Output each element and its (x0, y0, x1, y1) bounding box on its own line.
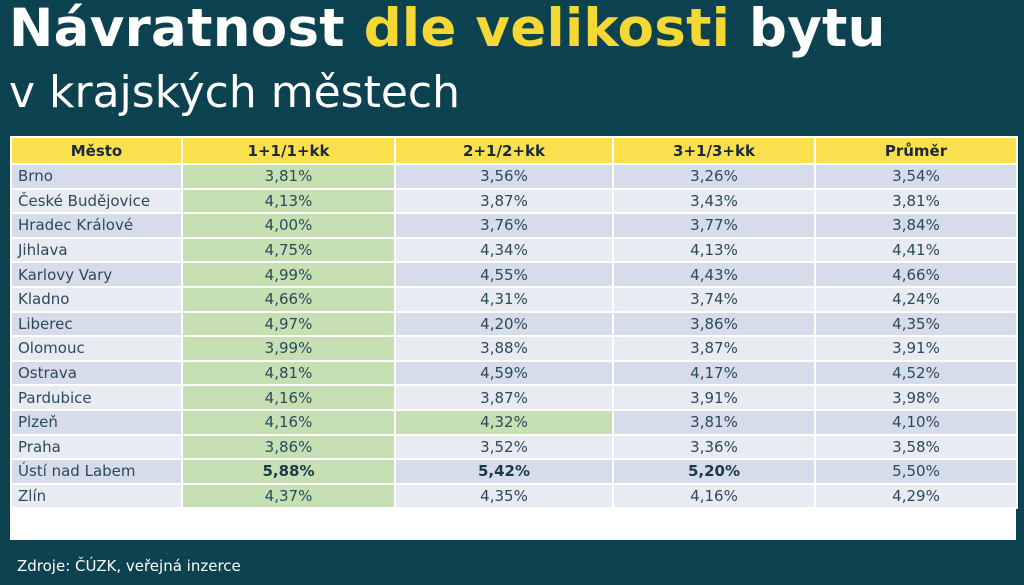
cell-return-3kk: 4,43% (612, 261, 816, 288)
cell-return-3kk: 4,13% (612, 236, 816, 264)
table-row: Karlovy Vary 4,99% 4,55% 4,43% 4,66% (10, 261, 1018, 288)
cell-city: Zlín (10, 482, 183, 510)
cell-return-2kk: 3,56% (394, 163, 614, 190)
column-header-city: Město (10, 136, 183, 165)
cell-return-average: 3,91% (814, 335, 1018, 362)
cell-return-2kk: 3,87% (394, 384, 614, 411)
cell-city: Praha (10, 433, 183, 461)
cell-return-3kk: 3,87% (612, 335, 816, 362)
table-row: Praha 3,86% 3,52% 3,36% 3,58% (10, 433, 1018, 461)
table-row: Zlín 4,37% 4,35% 4,16% 4,29% (10, 482, 1018, 510)
cell-city: Ústí nad Labem (10, 458, 183, 485)
table-header-row: Město 1+1/1+kk 2+1/2+kk 3+1/3+kk Průměr (10, 136, 1018, 165)
cell-return-3kk: 4,16% (612, 482, 816, 510)
table-row: Hradec Králové 4,00% 3,76% 3,77% 3,84% (10, 212, 1018, 239)
cell-city: Karlovy Vary (10, 261, 183, 288)
cell-return-3kk: 3,77% (612, 212, 816, 239)
title-highlight: dle velikosti (363, 0, 731, 59)
page-title: Návratnost dle velikosti bytu (9, 0, 886, 59)
cell-city: Liberec (10, 310, 183, 338)
cell-return-average: 4,10% (814, 408, 1018, 436)
cell-return-1kk: 4,37% (181, 482, 396, 510)
cell-return-3kk: 3,86% (612, 310, 816, 338)
cell-return-3kk: 4,17% (612, 359, 816, 387)
table-row: Ústí nad Labem 5,88% 5,42% 5,20% 5,50% (10, 458, 1018, 485)
cell-city: Ostrava (10, 359, 183, 387)
cell-return-3kk: 3,36% (612, 433, 816, 461)
cell-city: Olomouc (10, 335, 183, 362)
table-row: České Budějovice 4,13% 3,87% 3,43% 3,81% (10, 187, 1018, 215)
cell-return-average: 4,29% (814, 482, 1018, 510)
returns-table: Město 1+1/1+kk 2+1/2+kk 3+1/3+kk Průměr … (10, 136, 1018, 510)
cell-return-1kk: 4,13% (181, 187, 396, 215)
table-row: Plzeň 4,16% 4,32% 3,81% 4,10% (10, 408, 1018, 436)
cell-return-2kk: 4,34% (394, 236, 614, 264)
cell-city: Plzeň (10, 408, 183, 436)
cell-city: Jihlava (10, 236, 183, 264)
cell-return-2kk: 3,52% (394, 433, 614, 461)
cell-return-average: 3,81% (814, 187, 1018, 215)
cell-return-average: 4,35% (814, 310, 1018, 338)
cell-return-1kk: 3,86% (181, 433, 396, 461)
cell-city: Brno (10, 163, 183, 190)
column-header-3kk: 3+1/3+kk (612, 136, 816, 165)
cell-return-3kk: 3,43% (612, 187, 816, 215)
cell-return-2kk: 3,88% (394, 335, 614, 362)
cell-return-2kk: 5,42% (394, 458, 614, 485)
source-note: Zdroje: ČÚZK, veřejná inzerce (17, 557, 241, 575)
column-header-average: Průměr (814, 136, 1018, 165)
cell-return-2kk: 4,59% (394, 359, 614, 387)
cell-return-2kk: 4,32% (394, 408, 614, 436)
table-row: Liberec 4,97% 4,20% 3,86% 4,35% (10, 310, 1018, 338)
table-row: Jihlava 4,75% 4,34% 4,13% 4,41% (10, 236, 1018, 264)
cell-return-1kk: 4,16% (181, 408, 396, 436)
cell-city: Hradec Králové (10, 212, 183, 239)
table-row: Olomouc 3,99% 3,88% 3,87% 3,91% (10, 335, 1018, 362)
cell-return-1kk: 3,81% (181, 163, 396, 190)
cell-city: České Budějovice (10, 187, 183, 215)
cell-city: Kladno (10, 285, 183, 313)
cell-return-3kk: 3,74% (612, 285, 816, 313)
cell-return-2kk: 4,20% (394, 310, 614, 338)
cell-return-1kk: 4,00% (181, 212, 396, 239)
title-part-1: Návratnost (9, 0, 364, 59)
cell-return-average: 4,41% (814, 236, 1018, 264)
cell-return-3kk: 3,91% (612, 384, 816, 411)
cell-return-1kk: 3,99% (181, 335, 396, 362)
column-header-2kk: 2+1/2+kk (394, 136, 614, 165)
cell-return-average: 4,66% (814, 261, 1018, 288)
table-row: Pardubice 4,16% 3,87% 3,91% 3,98% (10, 384, 1018, 411)
cell-return-1kk: 4,75% (181, 236, 396, 264)
cell-return-average: 3,98% (814, 384, 1018, 411)
cell-return-average: 5,50% (814, 458, 1018, 485)
cell-return-1kk: 4,16% (181, 384, 396, 411)
column-header-1kk: 1+1/1+kk (181, 136, 396, 165)
cell-return-1kk: 5,88% (181, 458, 396, 485)
cell-return-3kk: 5,20% (612, 458, 816, 485)
cell-return-1kk: 4,66% (181, 285, 396, 313)
cell-return-average: 3,54% (814, 163, 1018, 190)
cell-return-2kk: 4,35% (394, 482, 614, 510)
cell-city: Pardubice (10, 384, 183, 411)
page-subtitle: v krajských městech (9, 67, 460, 118)
table-row: Brno 3,81% 3,56% 3,26% 3,54% (10, 163, 1018, 190)
cell-return-2kk: 3,76% (394, 212, 614, 239)
cell-return-2kk: 4,55% (394, 261, 614, 288)
cell-return-2kk: 3,87% (394, 187, 614, 215)
table-body: Brno 3,81% 3,56% 3,26% 3,54% České Budějovice… (10, 163, 1018, 510)
cell-return-average: 4,52% (814, 359, 1018, 387)
returns-table-container: Město 1+1/1+kk 2+1/2+kk 3+1/3+kk Průměr … (10, 136, 1018, 540)
title-part-2: bytu (730, 0, 886, 59)
cell-return-average: 4,24% (814, 285, 1018, 313)
cell-return-1kk: 4,99% (181, 261, 396, 288)
table-row: Ostrava 4,81% 4,59% 4,17% 4,52% (10, 359, 1018, 387)
cell-return-2kk: 4,31% (394, 285, 614, 313)
cell-return-3kk: 3,26% (612, 163, 816, 190)
table-row: Kladno 4,66% 4,31% 3,74% 4,24% (10, 285, 1018, 313)
cell-return-1kk: 4,81% (181, 359, 396, 387)
cell-return-3kk: 3,81% (612, 408, 816, 436)
cell-return-average: 3,58% (814, 433, 1018, 461)
cell-return-1kk: 4,97% (181, 310, 396, 338)
cell-return-average: 3,84% (814, 212, 1018, 239)
